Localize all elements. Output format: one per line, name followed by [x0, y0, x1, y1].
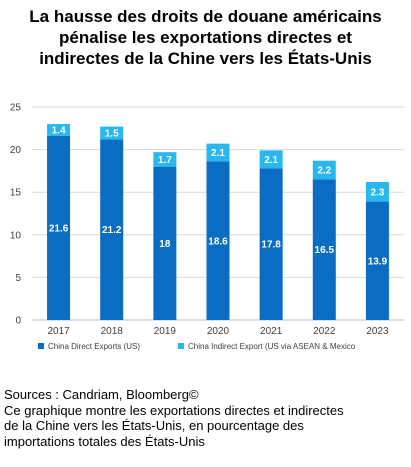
- bar-direct: [312, 179, 336, 320]
- data-label: 2.3: [370, 187, 384, 198]
- bar-direct: [206, 161, 230, 320]
- title-line-3: indirectes de la Chine vers les États-Un…: [39, 49, 372, 68]
- legend-label: China Indirect Export (US via ASEAN & Me…: [188, 342, 356, 351]
- x-tick-label: 2018: [101, 326, 124, 337]
- legend-swatch-direct: [38, 343, 44, 349]
- y-tick-label: 25: [10, 103, 22, 114]
- data-label: 1.7: [158, 155, 172, 166]
- data-label: 18.6: [208, 236, 228, 247]
- source-note: Sources : Candriam, Bloomberg©: [4, 387, 199, 402]
- y-tick-label: 10: [10, 230, 22, 241]
- description-line-1: Ce graphique montre les exportations dir…: [4, 402, 344, 418]
- bar-direct: [365, 201, 389, 320]
- data-label: 21.2: [102, 225, 122, 236]
- legend-swatch-indirect: [178, 343, 184, 349]
- description-line-3: importations totales des États-Unis: [4, 433, 205, 449]
- title-line-1: La hausse des droits de douane américain…: [29, 7, 382, 26]
- x-tick-label: 2023: [366, 326, 389, 337]
- data-label: 1.5: [105, 128, 119, 139]
- stacked-bar-chart: 0 5 10 15 20 25 21.6 1.4 2017 21.2 1.5 2018 18 1.7 201…: [10, 103, 404, 351]
- data-label: 13.9: [368, 256, 388, 267]
- description-line-2: de la Chine vers les États-Unis, en pour…: [4, 418, 304, 433]
- data-label: 1.4: [52, 126, 66, 137]
- data-label: 2.1: [211, 148, 225, 159]
- data-label: 17.8: [261, 240, 281, 251]
- bar-indirect: [153, 152, 177, 167]
- chart-title: La hausse des droits de douane américain…: [0, 6, 411, 69]
- x-tick-label: 2020: [207, 326, 230, 337]
- y-tick-label: 5: [15, 273, 21, 284]
- title-line-2: pénalise les exportations directes et: [59, 28, 352, 47]
- y-tick-label: 0: [15, 316, 21, 327]
- x-tick-label: 2017: [47, 326, 70, 337]
- x-tick-label: 2022: [313, 326, 336, 337]
- legend-label: China Direct Exports (US): [48, 342, 140, 351]
- x-tick-label: 2019: [154, 326, 177, 337]
- data-label: 18: [159, 239, 171, 250]
- bar-direct: [47, 135, 71, 320]
- bar-indirect: [312, 160, 336, 180]
- bar-indirect: [206, 143, 230, 162]
- data-label: 2.1: [264, 155, 278, 166]
- bar-direct: [153, 166, 177, 320]
- y-tick-label: 15: [10, 188, 22, 199]
- bar-indirect: [365, 181, 389, 202]
- x-tick-label: 2021: [260, 326, 283, 337]
- bar-direct: [259, 168, 283, 320]
- bar-indirect: [47, 124, 71, 136]
- y-tick-label: 20: [10, 145, 22, 156]
- bar-indirect: [259, 150, 283, 169]
- chart-notes: Sources : Candriam, Bloomberg© Ce graphi…: [4, 387, 404, 449]
- data-label: 16.5: [315, 245, 335, 256]
- data-label: 2.2: [317, 166, 331, 177]
- bar-indirect: [100, 126, 124, 140]
- bar-direct: [100, 139, 124, 320]
- data-label: 21.6: [49, 223, 69, 234]
